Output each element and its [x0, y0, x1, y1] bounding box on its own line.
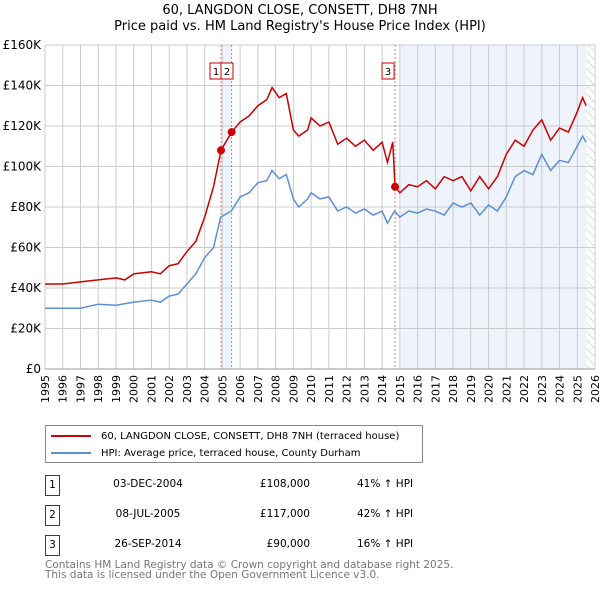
sale-marker-box: 3 — [45, 535, 60, 556]
sale-price: £117,000 — [259, 508, 310, 520]
x-tick-label: 2021 — [500, 375, 513, 403]
legend-label: 60, LANGDON CLOSE, CONSETT, DH8 7NH (ter… — [101, 430, 400, 442]
x-tick-label: 2020 — [483, 375, 496, 403]
y-tick-label: £60K — [10, 241, 42, 255]
legend-swatch-blue — [51, 452, 91, 454]
x-tick-label: 2006 — [234, 375, 247, 403]
sale-label: 3 — [385, 67, 391, 78]
y-tick-label: £80K — [10, 200, 42, 214]
legend-swatch-red — [51, 435, 91, 437]
sale-row: 1 03-DEC-2004 £108,000 41% ↑ HPI — [45, 475, 445, 496]
y-tick-label: £100K — [3, 160, 43, 174]
x-tick-label: 2011 — [323, 375, 336, 403]
sale-marker-box: 1 — [45, 475, 60, 496]
chart-subtitle: Price paid vs. HM Land Registry's House … — [114, 19, 486, 34]
x-tick-label: 1998 — [92, 375, 105, 403]
y-tick-label: £160K — [3, 38, 43, 52]
x-tick-label: 2025 — [571, 375, 584, 403]
y-tick-label: £140K — [3, 79, 43, 93]
sale-hpi: 16% ↑ HPI — [357, 538, 414, 550]
sale-label: 2 — [224, 67, 230, 78]
x-tick-label: 1996 — [57, 375, 70, 403]
legend-label: HPI: Average price, terraced house, Coun… — [101, 447, 361, 459]
x-tick-label: 2004 — [199, 375, 212, 403]
y-tick-label: £120K — [3, 119, 43, 133]
x-tick-label: 1999 — [110, 375, 123, 403]
sale-price: £108,000 — [259, 478, 310, 490]
legend: 60, LANGDON CLOSE, CONSETT, DH8 7NH (ter… — [45, 425, 423, 463]
x-tick-label: 2010 — [305, 375, 318, 403]
x-tick-label: 2018 — [447, 375, 460, 403]
x-tick-label: 2026 — [589, 375, 600, 403]
sale-date: 03-DEC-2004 — [113, 478, 183, 490]
sale-label-box — [220, 62, 234, 80]
x-tick-label: 2024 — [554, 375, 567, 403]
x-tick-label: 2022 — [518, 375, 531, 403]
sale-hpi: 42% ↑ HPI — [357, 508, 414, 520]
sale-point — [227, 128, 236, 137]
footer-line: This data is licensed under the Open Gov… — [45, 569, 380, 581]
sale-row: 2 08-JUL-2005 £117,000 42% ↑ HPI — [45, 505, 445, 526]
x-tick-label: 2005 — [216, 375, 229, 403]
plot-area: 1995 1996 1997 1998 1999 2000 2001 2002 2003 2004… — [3, 38, 600, 403]
sale-label-box — [381, 62, 395, 80]
sale-point — [391, 182, 400, 191]
x-tick-label: 2016 — [412, 375, 425, 403]
x-tick-label: 2019 — [465, 375, 478, 403]
x-tick-label: 2008 — [270, 375, 283, 403]
x-tick-label: 2001 — [145, 375, 158, 403]
x-tick-label: 1995 — [39, 375, 52, 403]
x-tick-label: 2009 — [287, 375, 300, 403]
footer-line: Contains HM Land Registry data © Crown c… — [45, 559, 454, 571]
x-tick-label: 2017 — [429, 375, 442, 403]
sale-date: 26-SEP-2014 — [114, 538, 182, 550]
hpi-line — [45, 134, 587, 309]
x-tick-label: 2007 — [252, 375, 265, 403]
sale-point — [217, 146, 225, 155]
sale-price: £90,000 — [266, 538, 310, 550]
x-tick-label: 2003 — [181, 375, 194, 403]
legend-item-hpi: HPI: Average price, terraced house, Coun… — [51, 445, 360, 461]
chart-title: 60, LANGDON CLOSE, CONSETT, DH8 7NH — [162, 3, 438, 18]
sale-label: 1 — [213, 67, 219, 78]
price-paid-line — [45, 86, 587, 285]
sale-row: 3 26-SEP-2014 £90,000 16% ↑ HPI — [45, 535, 445, 556]
y-tick-label: £40K — [10, 281, 42, 295]
y-tick-label: £0 — [26, 362, 41, 376]
y-tick-label: £20K — [10, 322, 42, 336]
sale-hpi: 41% ↑ HPI — [357, 478, 414, 490]
x-tick-label: 2000 — [128, 375, 141, 403]
sale-marker-box: 2 — [45, 505, 60, 526]
x-tick-label: 2013 — [358, 375, 371, 403]
x-tick-label: 2012 — [341, 375, 354, 403]
x-tick-label: 2014 — [376, 375, 389, 403]
footer: Contains HM Land Registry data © Crown c… — [45, 559, 454, 581]
sale-date: 08-JUL-2005 — [115, 508, 181, 520]
x-tick-label: 1997 — [74, 375, 87, 403]
x-tick-label: 2023 — [536, 375, 549, 403]
x-tick-label: 2015 — [394, 375, 407, 403]
legend-item-property: 60, LANGDON CLOSE, CONSETT, DH8 7NH (ter… — [51, 428, 399, 444]
x-tick-label: 2002 — [163, 375, 176, 403]
